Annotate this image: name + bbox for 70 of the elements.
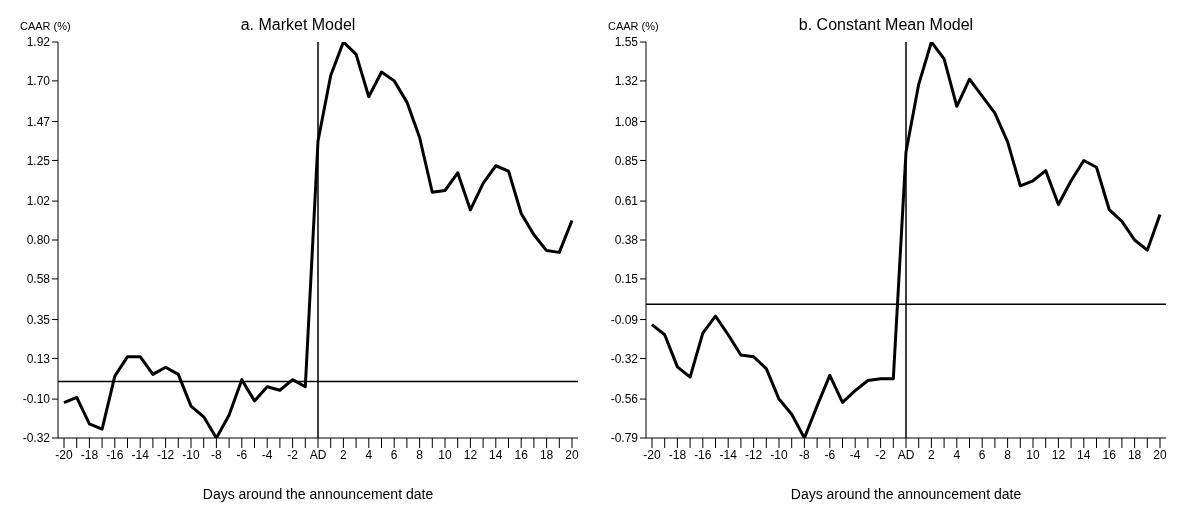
x-tick-label: -8: [799, 447, 811, 462]
x-tick-label: -20: [55, 447, 73, 462]
y-tick-label: 0.61: [614, 194, 639, 209]
x-tick-label: 16: [514, 447, 529, 462]
x-tick-label: 8: [1004, 447, 1012, 462]
y-tick-label: 1.32: [614, 74, 639, 89]
x-tick-label: 20: [1153, 447, 1167, 462]
x-tick-label: -4: [849, 447, 861, 462]
y-tick-label: 0.15: [614, 272, 639, 287]
y-tick-label: -0.32: [22, 431, 51, 446]
x-tick-label: -12: [156, 447, 175, 462]
y-tick-label: -0.32: [610, 351, 639, 366]
y-tick-label: 0.38: [614, 233, 639, 248]
x-tick-label: 6: [978, 447, 986, 462]
x-tick-label: 10: [1026, 447, 1040, 462]
x-tick-label: 4: [365, 447, 373, 462]
x-tick-label: 20: [565, 447, 579, 462]
x-tick-label: AD: [897, 447, 915, 462]
y-tick-label: -0.09: [610, 312, 639, 327]
y-tick-label: 0.58: [26, 272, 51, 287]
x-tick-label: 6: [390, 447, 398, 462]
y-tick-label: 0.35: [26, 312, 51, 327]
x-tick-label: 2: [340, 447, 348, 462]
x-tick-label: -8: [211, 447, 223, 462]
x-tick-label: -18: [80, 447, 99, 462]
x-tick-label: 16: [1102, 447, 1117, 462]
x-axis-title: Days around the announcement date: [201, 486, 435, 502]
x-tick-label: -16: [106, 447, 124, 462]
x-tick-label: 14: [1077, 447, 1091, 462]
chart-title: a. Market Model: [240, 16, 356, 33]
x-tick-label: 14: [489, 447, 503, 462]
x-tick-label: 2: [928, 447, 936, 462]
y-tick-label: -0.79: [610, 431, 639, 446]
x-tick-label: -16: [694, 447, 712, 462]
x-tick-label: -14: [719, 447, 738, 462]
x-tick-label: -20: [643, 447, 661, 462]
y-axis-title: CAAR (%): [608, 20, 659, 32]
y-axis-title: CAAR (%): [20, 20, 71, 32]
x-tick-label: -14: [131, 447, 150, 462]
x-tick-label: 18: [1127, 447, 1142, 462]
x-tick-label: -18: [668, 447, 687, 462]
x-tick-label: -6: [236, 447, 248, 462]
x-tick-label: 4: [953, 447, 961, 462]
x-tick-label: -6: [824, 447, 836, 462]
x-tick-label: -2: [287, 447, 299, 462]
y-tick-label: -0.56: [610, 392, 639, 407]
y-tick-label: -0.10: [22, 392, 51, 407]
y-tick-label: 1.47: [26, 114, 51, 129]
x-tick-label: -2: [875, 447, 887, 462]
x-tick-label: 12: [1051, 447, 1066, 462]
chart-title: b. Constant Mean Model: [798, 16, 974, 33]
x-tick-label: 10: [438, 447, 452, 462]
y-tick-label: 1.08: [614, 114, 639, 129]
x-tick-label: -4: [261, 447, 273, 462]
x-tick-label: AD: [309, 447, 327, 462]
y-tick-label: 0.85: [614, 153, 639, 168]
y-tick-label: 1.02: [26, 194, 51, 209]
x-tick-label: -10: [182, 447, 200, 462]
x-tick-label: -10: [770, 447, 788, 462]
y-tick-label: 1.55: [614, 35, 639, 50]
y-tick-label: 0.80: [26, 233, 51, 248]
x-axis-title: Days around the announcement date: [789, 486, 1023, 502]
y-tick-label: 0.13: [26, 351, 51, 366]
y-tick-label: 1.25: [26, 153, 51, 168]
x-tick-label: -12: [744, 447, 763, 462]
y-tick-label: 1.70: [26, 74, 51, 89]
x-tick-label: 18: [539, 447, 554, 462]
x-tick-label: 8: [416, 447, 424, 462]
y-tick-label: 1.92: [26, 35, 51, 50]
x-tick-label: 12: [463, 447, 478, 462]
